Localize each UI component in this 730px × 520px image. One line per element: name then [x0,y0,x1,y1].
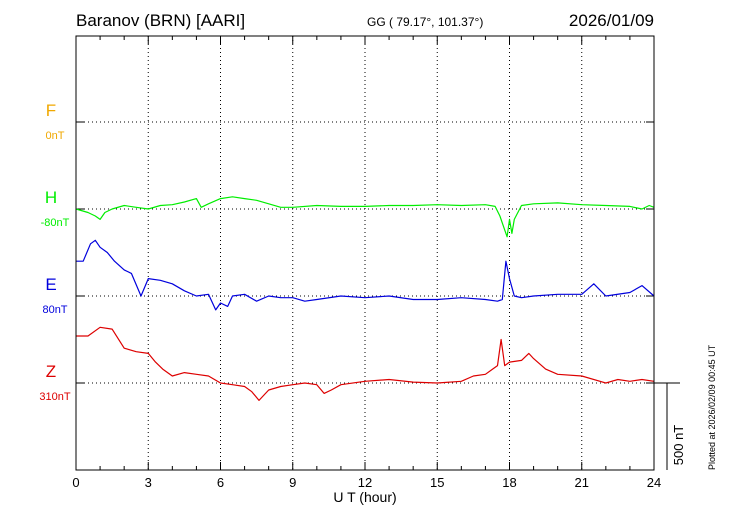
x-tick-label: 0 [72,475,79,490]
series-labels: F 0nT H -80nT E 80nT Z 310nT [39,101,70,403]
x-tick-label: 3 [145,475,152,490]
series-line-e [76,239,655,311]
scale-bar-label: 500 nT [671,425,686,466]
series-label-f: F [46,101,56,120]
scale-bar: 500 nT [654,382,686,470]
x-tick-label: 21 [575,475,589,490]
x-tick-label: 15 [430,475,444,490]
series-label-e: E [45,275,56,294]
x-tick-label: 18 [502,475,516,490]
series-baseline-h: -80nT [41,217,70,229]
x-axis-ticks: 0 3 6 9 12 15 18 21 24 [72,36,661,490]
x-tick-label: 6 [217,475,224,490]
station-title: Baranov (BRN) [AARI] [76,11,245,30]
grid [76,36,654,470]
series-line-z [76,326,655,401]
series-label-h: H [45,188,57,207]
observation-date: 2026/01/09 [569,11,654,30]
x-tick-label: 12 [358,475,372,490]
station-coordinates: GG ( 79.17°, 101.37°) [367,15,483,29]
plotted-at-note: Plotted at 2026/02/09 00:45 UT [707,344,717,470]
series-baseline-f: 0nT [46,130,65,142]
series-label-z: Z [46,362,56,381]
x-axis-label: U T (hour) [333,489,396,505]
series-traces [75,196,655,401]
series-line-h [75,196,655,238]
series-baseline-e: 80nT [42,304,67,316]
x-tick-label: 24 [647,475,661,490]
series-baseline-z: 310nT [39,391,70,403]
x-tick-label: 9 [289,475,296,490]
